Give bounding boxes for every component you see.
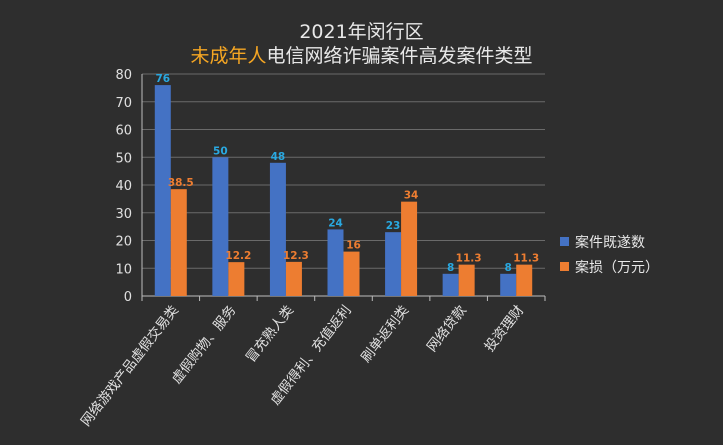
data-label: 34 [404, 190, 419, 202]
legend-swatch [560, 262, 569, 271]
y-tick-label: 10 [115, 262, 132, 277]
chart-title-line1: 2021年闵行区 [299, 21, 424, 43]
data-label: 12.3 [283, 250, 309, 262]
bar-cases [500, 273, 517, 296]
data-label: 38.5 [168, 177, 194, 189]
bar-loss [170, 189, 187, 296]
bar-cases [327, 229, 344, 296]
data-label: 48 [271, 151, 286, 163]
bar-loss [285, 261, 302, 296]
chart-title-accent: 未成年人 [190, 45, 267, 67]
data-label: 50 [213, 145, 228, 157]
legend-label: 案件既遂数 [575, 234, 645, 251]
y-tick-label: 30 [115, 207, 132, 222]
legend-swatch [560, 237, 569, 246]
data-label: 76 [155, 73, 170, 85]
x-category-label: 冒充熟人类 [243, 303, 297, 366]
x-category-label: 网络贷款 [424, 302, 470, 355]
data-label: 12.2 [225, 250, 251, 262]
data-label: 24 [328, 217, 343, 229]
bar-loss [458, 264, 475, 296]
bar-loss [343, 251, 360, 296]
bar-cases [269, 162, 286, 296]
chart-title-line2: 未成年人电信网络诈骗案件高发案件类型 [0, 41, 723, 68]
y-tick-label: 50 [115, 151, 132, 166]
y-tick-label: 60 [115, 124, 132, 139]
bar-loss [401, 201, 418, 296]
bar-loss [228, 262, 245, 296]
bar-cases [212, 157, 229, 296]
data-label: 8 [447, 262, 454, 274]
bar-cases [442, 273, 459, 296]
y-tick-label: 0 [124, 290, 132, 305]
y-tick-label: 70 [115, 96, 132, 111]
y-tick-label: 40 [115, 179, 132, 194]
x-category-label: 刷单返利类 [358, 303, 412, 366]
data-label: 8 [505, 262, 512, 274]
y-tick-label: 80 [115, 68, 132, 83]
x-category-label: 投资理财 [482, 303, 528, 355]
bar-cases [154, 85, 171, 296]
data-label: 16 [346, 240, 361, 252]
data-label: 11.3 [456, 253, 482, 265]
legend-label: 案损（万元） [575, 259, 659, 276]
chart-title-rest: 电信网络诈骗案件高发案件类型 [266, 45, 533, 67]
bar-loss [516, 264, 533, 296]
data-label: 23 [386, 220, 401, 232]
y-tick-label: 20 [115, 235, 132, 250]
x-category-label: 网络游戏产品虚假交易类 [77, 302, 182, 429]
data-label: 11.3 [513, 253, 539, 265]
bar-cases [385, 232, 402, 296]
